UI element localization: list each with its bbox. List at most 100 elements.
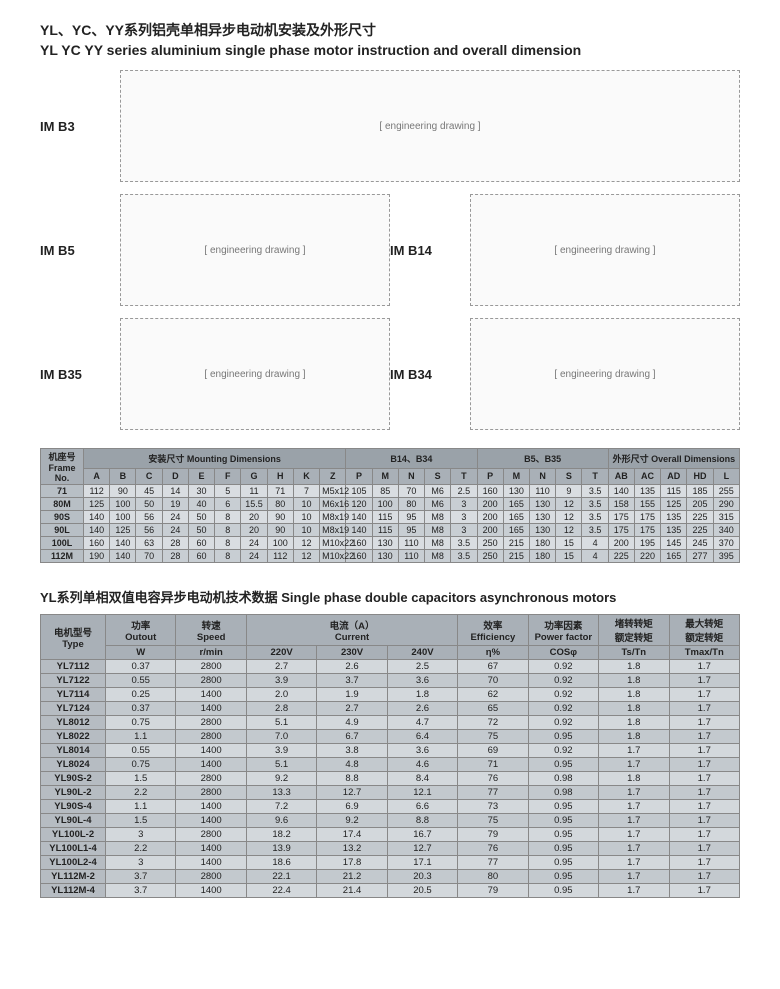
cell: 115: [661, 485, 687, 498]
cell: 19: [162, 498, 188, 511]
t1-col: D: [162, 468, 188, 484]
diagram-b3: [ engineering drawing ]: [120, 70, 740, 182]
cell: 3.5: [582, 498, 608, 511]
cell: 16.7: [387, 828, 457, 842]
cell: 90: [267, 511, 293, 524]
cell: 185: [687, 485, 713, 498]
cell: 6: [215, 498, 241, 511]
cell: 158: [608, 498, 634, 511]
t1-col: S: [425, 468, 451, 484]
cell: 370: [713, 537, 739, 550]
cell: 112: [84, 485, 110, 498]
cell: 1.7: [669, 842, 740, 856]
cell: 67: [458, 660, 528, 674]
cell: 21.2: [317, 870, 387, 884]
t1-col: HD: [687, 468, 713, 484]
cell: 0.95: [528, 828, 598, 842]
cell: 1400: [176, 814, 246, 828]
cell: 80: [398, 498, 424, 511]
cell: 125: [84, 498, 110, 511]
cell: 125: [110, 524, 136, 537]
table-row: 100L16014063286082410012M10x22160130110M…: [41, 537, 740, 550]
cell: 7: [293, 485, 319, 498]
cell: 130: [503, 485, 529, 498]
dimensions-table: 机座号Frame No. 安装尺寸 Mounting Dimensions B1…: [40, 448, 740, 563]
cell: 1400: [176, 842, 246, 856]
cell: 22.4: [246, 884, 316, 898]
t2-out-cn: 功率: [131, 621, 150, 632]
table-row: YL71240.3714002.82.72.6650.921.81.7: [41, 702, 740, 716]
cell: 215: [503, 537, 529, 550]
cell: 1.8: [599, 772, 669, 786]
cell: 1.7: [669, 786, 740, 800]
cell: 3.5: [582, 524, 608, 537]
cell: 100: [267, 537, 293, 550]
cell: 7.0: [246, 730, 316, 744]
t2-cur-en: Current: [335, 632, 369, 643]
cell: 17.4: [317, 828, 387, 842]
cell: 215: [503, 550, 529, 563]
cell: 12: [556, 498, 582, 511]
cell: 6.7: [317, 730, 387, 744]
cell: 90: [110, 485, 136, 498]
cell: 3.8: [317, 744, 387, 758]
cell: 8: [215, 537, 241, 550]
cell: 24: [162, 524, 188, 537]
cell: 0.92: [528, 660, 598, 674]
t1-col: T: [451, 468, 477, 484]
t2-c230: 230V: [317, 646, 387, 660]
cell: 65: [458, 702, 528, 716]
table-row: YL90L-41.514009.69.28.8750.951.71.7: [41, 814, 740, 828]
cell: M8: [425, 537, 451, 550]
cell: YL8012: [41, 716, 106, 730]
cell: 200: [477, 498, 503, 511]
cell: 1.7: [599, 758, 669, 772]
cell: 0.95: [528, 856, 598, 870]
cell: 395: [713, 550, 739, 563]
cell: 20.5: [387, 884, 457, 898]
cell: YL90L-2: [41, 786, 106, 800]
cell: 79: [458, 884, 528, 898]
t2-ts-en: 额定转矩: [615, 633, 653, 644]
cell: 1400: [176, 702, 246, 716]
t1-col: AB: [608, 468, 634, 484]
cell: 75: [458, 814, 528, 828]
cell: 1.1: [106, 800, 176, 814]
cell: 0.75: [106, 758, 176, 772]
cell: 3.7: [106, 884, 176, 898]
cell: YL90L-4: [41, 814, 106, 828]
cell: 90L: [41, 524, 84, 537]
cell: 2.2: [106, 842, 176, 856]
cell: 190: [84, 550, 110, 563]
cell: M8: [425, 550, 451, 563]
cell: 180: [529, 550, 555, 563]
cell: YL7112: [41, 660, 106, 674]
cell: 135: [661, 511, 687, 524]
t1-col: N: [398, 468, 424, 484]
cell: 60: [188, 550, 214, 563]
cell: 12.1: [387, 786, 457, 800]
cell: 45: [136, 485, 162, 498]
cell: 5.1: [246, 716, 316, 730]
cell: 1.7: [599, 828, 669, 842]
cell: 6.4: [387, 730, 457, 744]
cell: 70: [136, 550, 162, 563]
cell: YL100L2-4: [41, 856, 106, 870]
cell: 2800: [176, 786, 246, 800]
cell: M6x16: [320, 498, 346, 511]
cell: 4.6: [387, 758, 457, 772]
cell: 130: [372, 537, 398, 550]
cell: 62: [458, 688, 528, 702]
t1-col: C: [136, 468, 162, 484]
t1-col: F: [215, 468, 241, 484]
cell: 0.37: [106, 660, 176, 674]
cell: 165: [503, 511, 529, 524]
cell: 1.7: [669, 702, 740, 716]
cell: 3.7: [106, 870, 176, 884]
diagram-label-b35: IM B35: [40, 318, 120, 430]
diagram-b14: [ engineering drawing ]: [470, 194, 740, 306]
diagram-b5: [ engineering drawing ]: [120, 194, 390, 306]
cell: 2.5: [387, 660, 457, 674]
cell: 0.95: [528, 800, 598, 814]
cell: 0.92: [528, 744, 598, 758]
